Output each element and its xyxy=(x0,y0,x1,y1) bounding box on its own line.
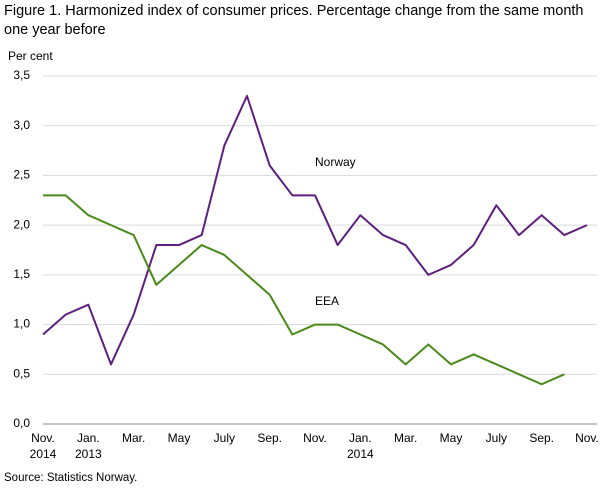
series-label: Norway xyxy=(315,155,356,169)
chart-title: Figure 1. Harmonized index of consumer p… xyxy=(4,3,584,38)
line xyxy=(43,194,565,386)
x-tick-label: Jan. 2014 xyxy=(346,431,374,461)
y-tick-label: 3,5 xyxy=(13,68,30,82)
x-tick-label: May xyxy=(167,431,191,445)
y-tick-label: 2,0 xyxy=(13,217,30,231)
x-tick-label: July xyxy=(485,431,507,445)
x-tick-label: Sep. xyxy=(257,431,282,445)
y-tick-label: 1,0 xyxy=(13,317,30,331)
y-tick-label: 0,0 xyxy=(13,416,30,430)
x-tick-label: Sep. xyxy=(529,431,554,445)
source: Source: Statistics Norway. xyxy=(4,472,138,484)
x-tick-label: Mar. xyxy=(121,431,146,445)
x-tick-label: Mar. xyxy=(393,431,418,445)
line xyxy=(42,94,588,366)
x-tick-label: Nov. 2014 xyxy=(29,431,57,461)
y-tick-label: 1,5 xyxy=(13,267,30,281)
x-tick-label: July xyxy=(213,431,235,445)
x-tick-label: Nov. xyxy=(303,431,327,445)
y-axis-label: Per cent xyxy=(8,49,53,63)
x-tick-label: Jan. 2013 xyxy=(74,431,102,461)
x-tick-label: Nov. xyxy=(575,431,599,445)
x-tick-label: May xyxy=(439,431,463,445)
y-tick-label: 3,0 xyxy=(13,118,30,132)
y-tick-label: 0,5 xyxy=(13,366,30,380)
series-label: EEA xyxy=(315,294,339,308)
y-tick-label: 2,5 xyxy=(13,168,30,182)
